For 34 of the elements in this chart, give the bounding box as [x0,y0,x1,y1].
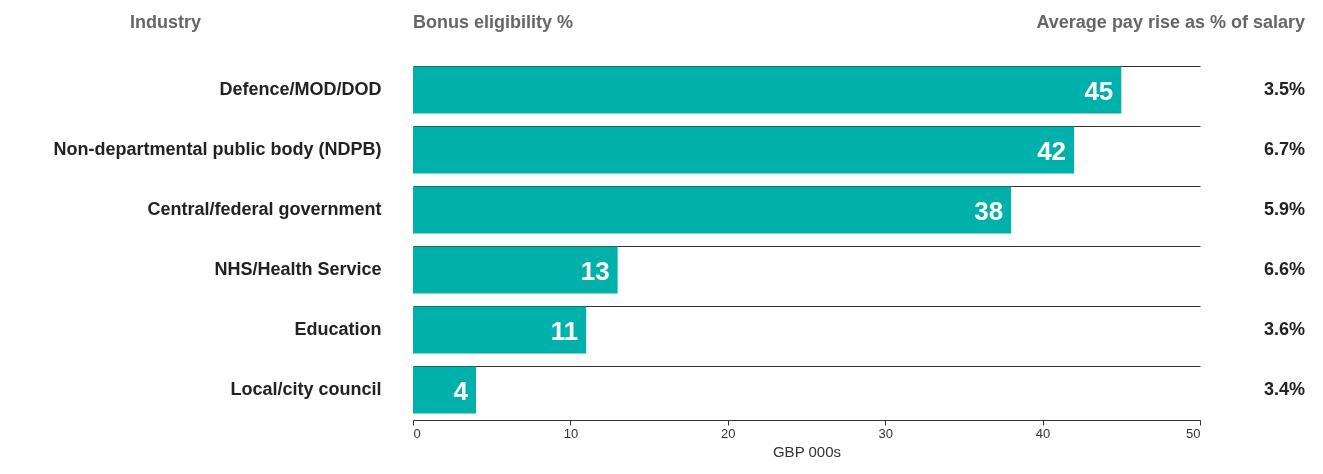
text: 6.7% [1263,139,1305,159]
bar [413,306,587,354]
data-label: 45 [1084,76,1114,106]
text: 3.6% [1263,319,1305,339]
y-tick-label: NHS/Health Service [214,259,382,279]
data-label: 13 [580,256,610,286]
bar [413,66,1122,114]
bar [413,366,476,414]
y-tick-label: Central/federal government [147,199,382,219]
text: 3.5% [1263,79,1305,99]
data-label: 4 [453,376,469,406]
x-tick-label: 40 [1035,425,1051,441]
y-axis-title: Industry [130,12,202,32]
data-label: 38 [974,196,1004,226]
text: Average pay rise as % of salary [1036,12,1305,32]
x-tick-label: 10 [563,425,579,441]
x-tick-label: 50 [1186,425,1201,441]
text: 3.4% [1263,379,1305,399]
x-axis-title: GBP 000s [772,442,842,460]
text: 6.6% [1263,259,1305,279]
y-tick-label: Non-departmental public body (NDPB) [53,139,382,159]
x-tick-label: 0 [413,425,421,441]
bar [413,126,1075,174]
text: 5.9% [1263,199,1305,219]
x-tick-label: 20 [721,425,736,441]
bar [413,246,618,294]
y-tick-label: Defence/MOD/DOD [219,79,382,99]
chart-title: Bonus eligibility % [413,12,574,32]
y-tick-label: Education [294,319,382,339]
data-label: 11 [550,316,579,346]
bar [413,186,1012,234]
x-tick-label: 30 [878,425,893,441]
data-label: 42 [1037,136,1067,166]
y-tick-label: Local/city council [230,379,382,399]
